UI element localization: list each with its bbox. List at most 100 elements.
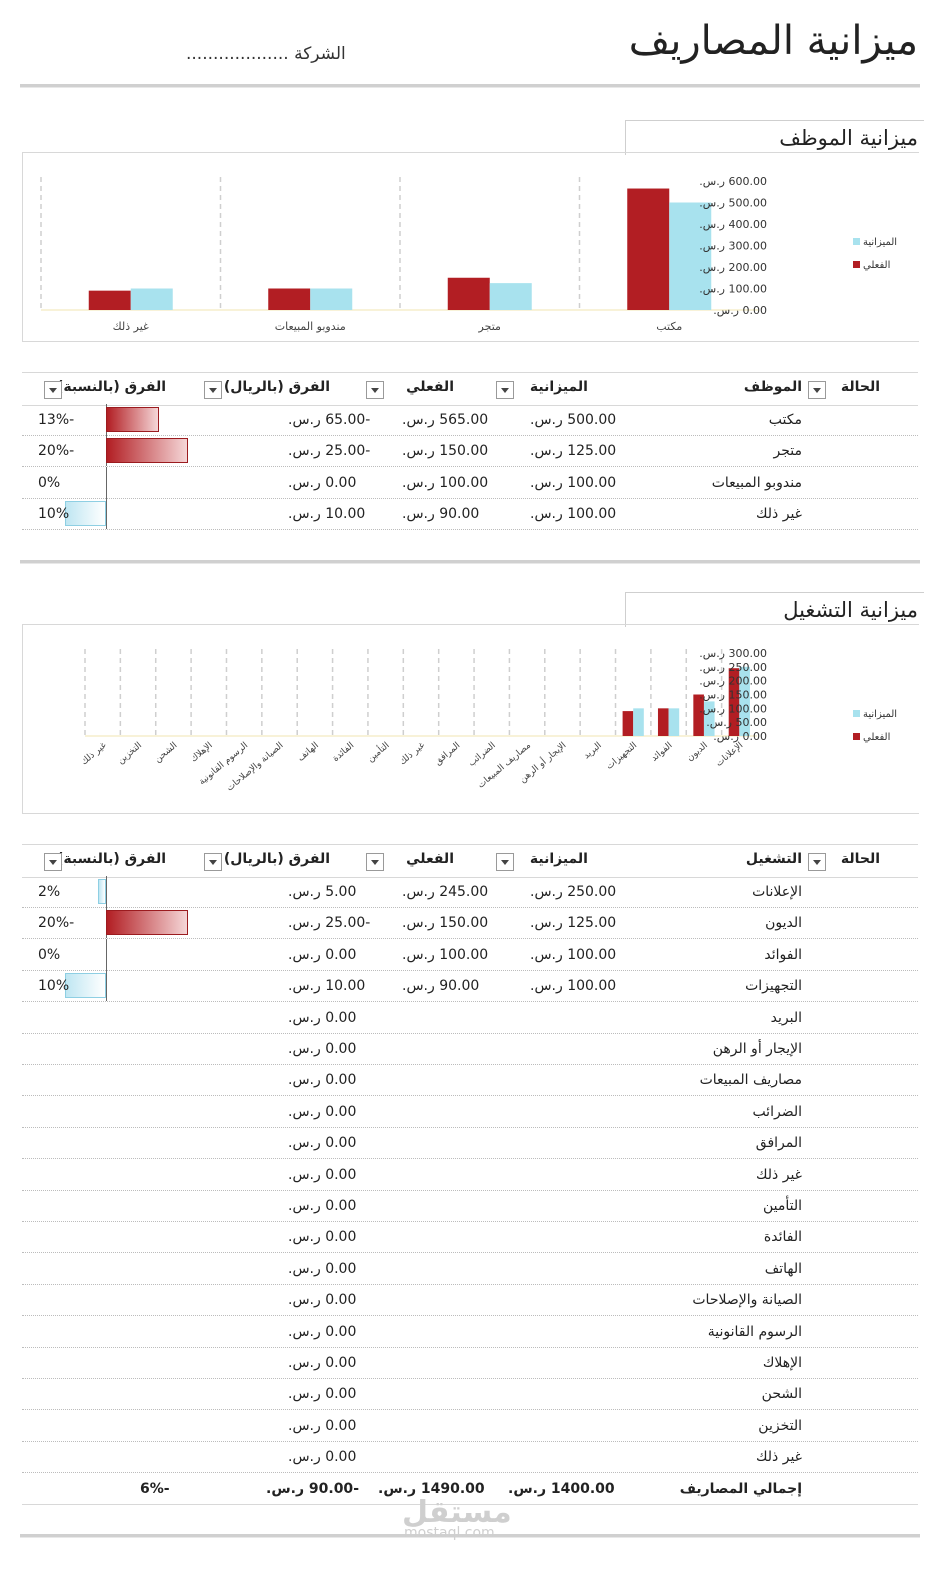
cell-diff: 0.00 ر.س. (288, 1166, 357, 1183)
total-actual: 1490.00 ر.س. (378, 1480, 485, 1497)
table-row: غير ذلك 0.00 ر.س. (22, 1441, 918, 1474)
category-label: غير ذلك (398, 740, 427, 767)
bar-budget (668, 708, 680, 736)
y-tick-label: 0.00 ر.س. (713, 730, 767, 743)
cell-diff: 0.00 ر.س. (288, 1386, 357, 1403)
cell-item: البريد (770, 1009, 802, 1026)
filter-dropdown-diff[interactable] (204, 381, 222, 399)
bar-actual (627, 188, 670, 310)
table-row: مندوبو المبيعات 100.00 ر.س. 100.00 ر.س. 0.0… (22, 466, 918, 499)
filter-dropdown-budget[interactable] (496, 853, 514, 871)
column-header-status: الحالة (840, 379, 880, 395)
cell-actual: 565.00 ر.س. (402, 412, 489, 428)
table-row: متجر 125.00 ر.س. 150.00 ر.س. -25.00 ر.س. -20… (22, 435, 918, 468)
category-label: الفائدة (331, 741, 356, 764)
category-label: الإهلاك (189, 741, 215, 765)
column-header-status: الحالة (840, 851, 880, 867)
databar (106, 910, 188, 936)
cell-diff: 0.00 ر.س. (288, 946, 357, 963)
cell-diff: 0.00 ر.س. (288, 1072, 357, 1089)
y-tick-label: 200.00 ر.س. (699, 261, 767, 274)
legend-swatch (853, 238, 860, 245)
cell-item: متجر (773, 443, 803, 460)
cell-item: الرسوم القانونية (707, 1323, 802, 1340)
bar-budget (310, 288, 353, 310)
category-label: البريد (582, 741, 604, 762)
employee-chart: مكتب متجر مندوبو المبيعات غير ذلك 600.00 ر.س… (40, 175, 897, 333)
legend-swatch (853, 261, 860, 268)
bar-budget (633, 708, 644, 736)
cell-pct: 10% (38, 506, 70, 523)
cell-item: التخزين (758, 1417, 802, 1434)
cell-diff: 0.00 ر.س. (288, 1041, 357, 1057)
cell-item: الإيجار أو الرهن (712, 1041, 802, 1057)
table-row: التجهيزات 100.00 ر.س. 90.00 ر.س. 10.00 ر.س.… (22, 970, 918, 1003)
cell-item: الإعلانات (752, 884, 802, 900)
cell-pct: -13% (38, 412, 75, 428)
y-tick-label: 100.00 ر.س. (699, 702, 767, 715)
legend-label: الفعلي (863, 260, 890, 271)
cell-pct: -20% (38, 443, 75, 460)
table-row: التأمين 0.00 ر.س. (22, 1190, 918, 1222)
legend-label: الميزانية (863, 709, 897, 720)
table-row: الإعلانات 250.00 ر.س. 245.00 ر.س. 5.00 ر.س.… (22, 876, 918, 908)
cell-diff: 0.00 ر.س. (288, 1449, 357, 1466)
cell-item: غير ذلك (755, 1166, 802, 1183)
filter-dropdown-budget[interactable] (496, 381, 514, 399)
employee-section-tab (625, 120, 924, 155)
category-label: المرافق (433, 741, 462, 768)
filter-dropdown-actual[interactable] (366, 853, 384, 871)
filter-dropdown-diff[interactable] (204, 853, 222, 871)
cell-item: الفوائد (764, 946, 802, 963)
cell-diff: 5.00 ر.س. (288, 884, 357, 900)
y-tick-label: 100.00 ر.س. (699, 283, 767, 296)
cell-item: مندوبو المبيعات (711, 474, 802, 491)
cell-actual: 245.00 ر.س. (402, 884, 489, 900)
cell-diff: -25.00 ر.س. (288, 443, 371, 460)
column-header-item: الموظف (743, 379, 802, 395)
bar-actual (728, 668, 740, 736)
filter-dropdown-item[interactable] (808, 853, 826, 871)
cell-actual: 100.00 ر.س. (402, 946, 489, 963)
bar-budget (489, 283, 532, 310)
cell-item: غير ذلك (755, 1449, 802, 1466)
cell-diff: 0.00 ر.س. (288, 1103, 357, 1120)
databar (106, 407, 160, 432)
category-label: الفوائد (650, 741, 675, 764)
filter-dropdown-pct[interactable] (44, 853, 62, 871)
cell-item: الشحن (761, 1386, 802, 1403)
cell-budget: 100.00 ر.س. (530, 506, 617, 523)
category-label: التجهيزات (605, 741, 639, 772)
table-row: الفائدة 0.00 ر.س. (22, 1221, 918, 1254)
filter-dropdown-actual[interactable] (366, 381, 384, 399)
watermark: مستقل (402, 1495, 512, 1530)
category-label: متجر (478, 320, 501, 333)
cell-diff: 0.00 ر.س. (288, 474, 357, 491)
filter-dropdown-item[interactable] (808, 381, 826, 399)
cell-budget: 125.00 ر.س. (530, 443, 617, 460)
table-row: البريد 0.00 ر.س. (22, 1002, 918, 1034)
filter-dropdown-pct[interactable] (44, 381, 62, 399)
cell-actual: 150.00 ر.س. (402, 915, 489, 932)
watermark-url: mostaql.com (404, 1525, 495, 1541)
table-row: الإيجار أو الرهن 0.00 ر.س. (22, 1033, 918, 1065)
table-row: غير ذلك 0.00 ر.س. (22, 1159, 918, 1191)
databar (65, 501, 106, 527)
category-label: الديون (685, 741, 710, 764)
y-tick-label: 50.00 ر.س. (706, 716, 767, 729)
column-header-diff: الفرق (بالريال) (223, 851, 330, 867)
category-label: غير ذلك (113, 320, 149, 333)
y-tick-label: 250.00 ر.س. (699, 661, 767, 674)
cell-item: الإهلاك (762, 1355, 802, 1371)
table-row: الرسوم القانونية 0.00 ر.س. (22, 1316, 918, 1348)
legend-label: الفعلي (863, 732, 890, 743)
cell-diff: 0.00 ر.س. (288, 1323, 357, 1340)
cell-diff: 0.00 ر.س. (288, 1198, 357, 1214)
table-row: المرافق 0.00 ر.س. (22, 1127, 918, 1160)
cell-diff: 10.00 ر.س. (288, 978, 366, 995)
bar-budget (703, 701, 715, 736)
cell-actual: 150.00 ر.س. (402, 443, 489, 460)
company-field[interactable]: الشركة ................... (186, 44, 346, 64)
category-label: مندوبو المبيعات (275, 320, 346, 333)
category-label: غير ذلك (80, 740, 109, 767)
